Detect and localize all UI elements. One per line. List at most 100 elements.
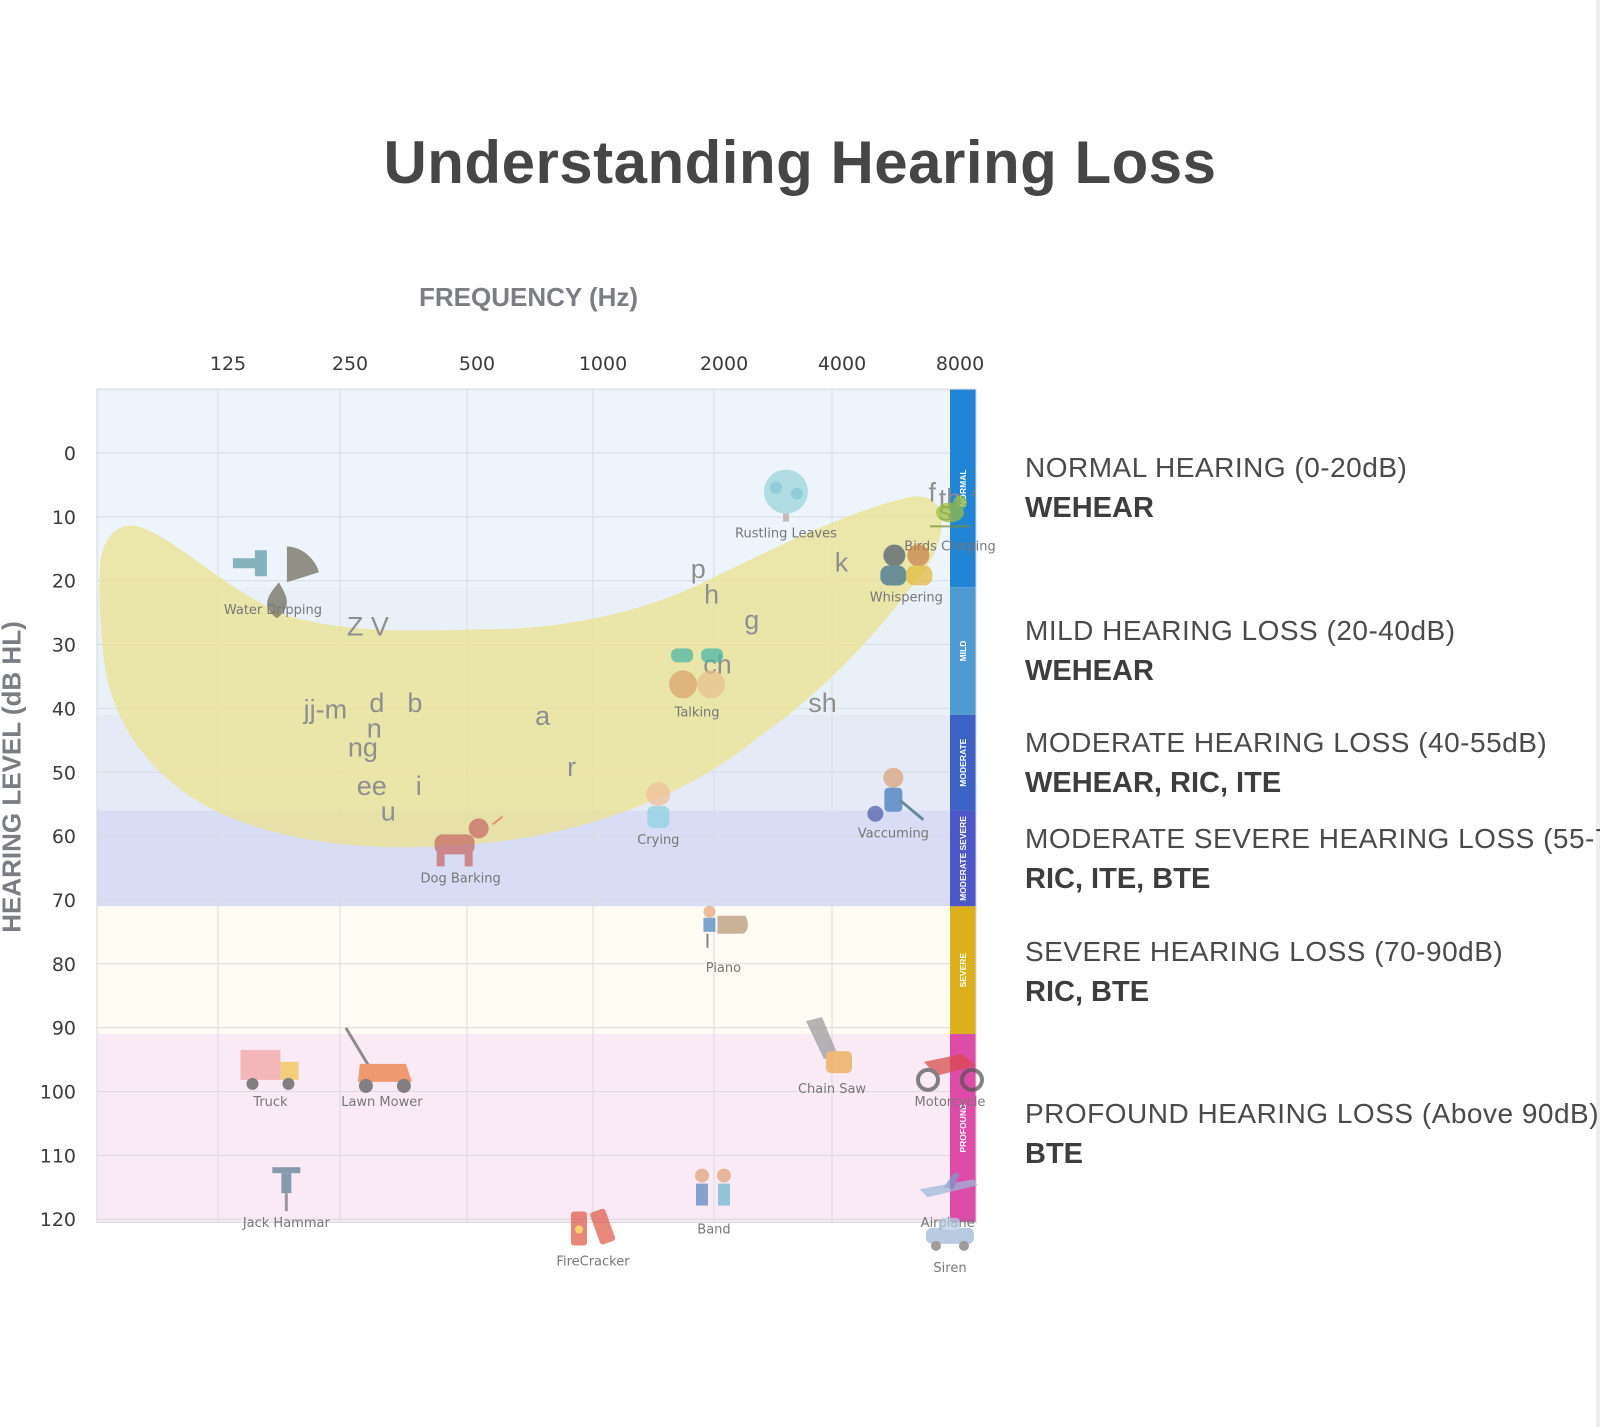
vacuum-icon-part — [883, 767, 904, 788]
motorcycle-icon — [916, 1053, 984, 1092]
y-tick-label: 40 — [52, 698, 76, 720]
talking-icon-part — [701, 648, 724, 663]
zone-band-5 — [97, 1034, 950, 1223]
phoneme-label: jj-m — [303, 694, 347, 724]
sound-label: FireCracker — [556, 1255, 630, 1270]
phoneme-label: sh — [808, 688, 837, 718]
band-icon-part — [718, 1183, 730, 1206]
whisper-icon-part — [883, 544, 906, 567]
siren-icon-part — [926, 1227, 974, 1244]
faucet-icon — [232, 546, 319, 619]
lawn-mower-icon-part — [357, 1063, 412, 1082]
y-tick-label: 20 — [52, 571, 76, 593]
legend-severe-title: SEVERE HEARING LOSS (70-90dB) — [1025, 936, 1504, 967]
legend-moderate-severe-title: MODERATE SEVERE HEARING LOSS (55-70dB) — [1025, 823, 1600, 854]
zone-bar-label: NORMAL — [958, 469, 968, 506]
zone-band-4 — [97, 906, 950, 1035]
tree-icon-part — [769, 481, 782, 494]
music-note-icon: ♪ — [970, 483, 977, 499]
whisper-icon-part — [907, 544, 930, 567]
y-tick-label: 60 — [52, 826, 76, 848]
whisper-icon — [880, 544, 933, 586]
y-tick-label: 110 — [40, 1145, 76, 1167]
piano-icon — [703, 905, 748, 948]
sound-label: Water Dripping — [224, 603, 322, 618]
y-tick-label: 120 — [40, 1209, 76, 1231]
phoneme-label: u — [381, 797, 396, 827]
dog-icon-part — [468, 818, 489, 839]
x-tick-label: 1000 — [579, 353, 627, 375]
firecracker-icon-part — [590, 1208, 616, 1245]
phoneme-label: d — [369, 688, 384, 718]
sound-label: Crying — [637, 833, 679, 848]
page-title: Understanding Hearing Loss — [383, 129, 1217, 196]
siren-icon-part — [959, 1240, 969, 1251]
y-tick-label: 70 — [52, 890, 76, 912]
zone-bar-label: MILD — [958, 641, 968, 662]
phoneme-label: k — [835, 548, 849, 578]
tree-icon — [763, 469, 808, 522]
legend-normal: NORMAL HEARING (0-20dB) WEHEAR — [1025, 452, 1600, 525]
zone-bar-0 — [950, 389, 976, 588]
tree-icon-part — [763, 469, 808, 514]
dog-icon-part — [492, 815, 504, 826]
y-tick-label: 30 — [52, 635, 76, 657]
truck-icon — [240, 1049, 299, 1090]
faucet-icon-part — [286, 546, 319, 583]
baby-icon — [646, 782, 671, 829]
phoneme-label: r — [567, 752, 576, 782]
zone-bar-1 — [950, 587, 976, 715]
piano-icon-part — [717, 915, 748, 934]
truck-icon-part — [280, 1061, 299, 1080]
band-icon-part — [696, 1183, 708, 1206]
legend-moderate-severe: MODERATE SEVERE HEARING LOSS (55-70dB) R… — [1025, 823, 1600, 896]
chainsaw-icon-part — [826, 1051, 852, 1074]
sound-label: Chain Saw — [798, 1082, 866, 1097]
legend-profound: PROFOUND HEARING LOSS (Above 90dB) BTE — [1025, 1098, 1600, 1171]
piano-icon-part — [703, 917, 716, 932]
phoneme-label: b — [407, 688, 422, 718]
talking-icon-part — [669, 670, 698, 699]
sound-label: Dog Barking — [421, 871, 501, 886]
sound-label: Truck — [252, 1095, 288, 1110]
legend-moderate-severe-devices: RIC, ITE, BTE — [1025, 863, 1211, 895]
legend-profound-devices: BTE — [1025, 1138, 1083, 1170]
vacuum-icon-part — [867, 805, 884, 822]
sound-label: Siren — [933, 1261, 966, 1276]
x-tick-label: 4000 — [818, 353, 866, 375]
bird-icon-part — [953, 495, 967, 510]
x-tick-label: 250 — [332, 353, 368, 375]
phoneme-label: f — [929, 477, 937, 507]
x-tick-label: 8000 — [936, 353, 984, 375]
motorcycle-icon-part — [916, 1067, 940, 1092]
speech-banana — [99, 496, 942, 848]
zone-bar-3 — [950, 810, 976, 907]
airplane-icon-part — [943, 1173, 960, 1190]
lawn-mower-icon-part — [344, 1027, 372, 1069]
baby-icon-part — [647, 806, 670, 829]
legend-mild-devices: WEHEAR — [1025, 655, 1154, 687]
legend-moderate-title: MODERATE HEARING LOSS (40-55dB) — [1025, 727, 1548, 758]
y-tick-label: 50 — [52, 762, 76, 784]
sound-label: Piano — [706, 961, 741, 976]
legend-moderate: MODERATE HEARING LOSS (40-55dB) WEHEAR, … — [1025, 727, 1600, 800]
phoneme-label: p — [691, 554, 706, 584]
x-tick-label: 125 — [210, 353, 246, 375]
faucet-icon-part — [232, 558, 263, 569]
chainsaw-icon — [806, 1017, 852, 1074]
legend-profound-title: PROFOUND HEARING LOSS (Above 90dB) — [1025, 1098, 1600, 1129]
siren-icon-part — [931, 1240, 941, 1251]
x-tick-label: 2000 — [700, 353, 748, 375]
legend-severe-devices: RIC, BTE — [1025, 976, 1150, 1008]
firecracker-icon — [571, 1208, 616, 1246]
piano-icon-part — [703, 905, 716, 918]
faucet-icon-part — [267, 582, 287, 619]
sound-label: Whispering — [870, 590, 943, 605]
jackhammer-icon — [272, 1167, 301, 1212]
phoneme-label: n — [367, 714, 382, 744]
dog-icon-part — [464, 850, 473, 867]
phoneme-label: ng — [348, 733, 378, 763]
truck-icon-part — [240, 1049, 281, 1080]
band-icon — [695, 1168, 731, 1206]
